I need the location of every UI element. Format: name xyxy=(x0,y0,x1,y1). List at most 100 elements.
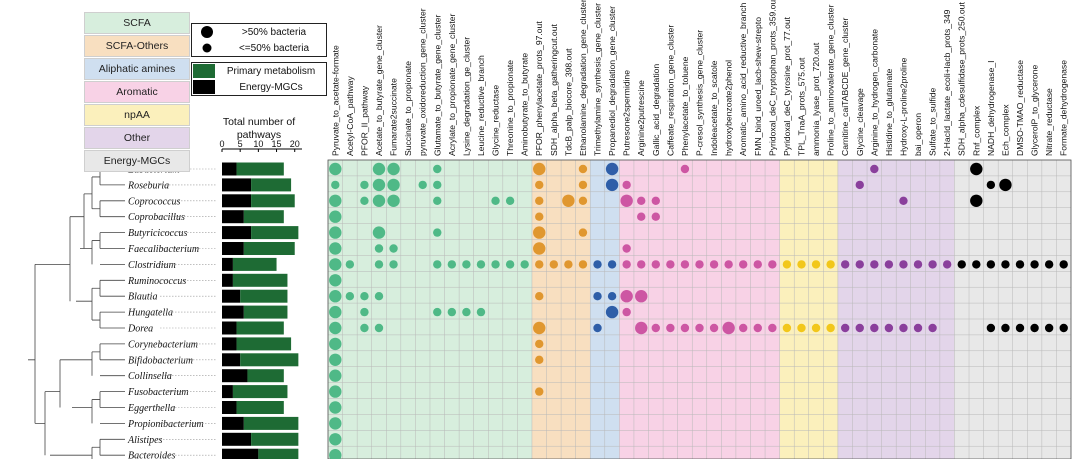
bar-segment-primary-metabolism xyxy=(247,369,284,383)
pathway-dot xyxy=(1059,323,1068,333)
pathway-dot xyxy=(605,305,619,319)
pathway-dot xyxy=(329,417,342,430)
pathway-dot xyxy=(986,260,996,269)
pathway-dot xyxy=(389,244,398,253)
pathway-label: SDH_alpha_cdesulfidase_prots_250.out xyxy=(957,2,967,156)
pathway-dot xyxy=(622,180,631,190)
pathway-label: Ech_complex xyxy=(1000,104,1010,156)
pathway-dot xyxy=(418,180,427,190)
pathway-dot xyxy=(360,292,369,301)
pathway-dot xyxy=(709,323,719,333)
pathway-dot xyxy=(533,321,546,335)
pathway-dot xyxy=(374,260,384,269)
pathway-label: Acrylate_to_propionate_gene_cluster xyxy=(447,13,457,156)
legend-energy-mgcs: Energy-MGCs xyxy=(84,150,190,172)
pathway-dot xyxy=(840,323,850,333)
pathway-dot xyxy=(899,323,908,333)
pathway-dot xyxy=(1059,260,1068,269)
pathway-dot xyxy=(505,196,515,205)
genus-label: Corynebacterium xyxy=(128,339,198,350)
bar-segment-energy-mgcs xyxy=(222,337,237,351)
bar-segment-primary-metabolism xyxy=(243,242,295,255)
genus-label: Hungatella xyxy=(127,308,173,319)
pathway-label: Ethanolamine_degradation_gene_cluster xyxy=(578,0,588,156)
bar-segment-primary-metabolism xyxy=(236,401,284,414)
tree-branch xyxy=(60,351,93,376)
pathway-dot xyxy=(372,162,386,176)
pathway-dot xyxy=(680,323,690,333)
pathway-dot xyxy=(329,433,342,446)
pathway-dot xyxy=(329,321,342,335)
pathway-dot xyxy=(972,260,981,269)
bar-segment-energy-mgcs xyxy=(222,226,252,240)
pathway-dot xyxy=(329,274,342,287)
pathway-dot xyxy=(329,369,342,382)
pathway-label: hydroxybenzoate2phenol xyxy=(724,60,734,156)
tree-branch xyxy=(92,391,101,408)
bar-segment-primary-metabolism xyxy=(258,448,299,459)
bar-x-tick-label: 15 xyxy=(272,139,282,149)
tree-branch xyxy=(92,200,101,217)
pathway-dot xyxy=(607,260,617,269)
bar-segment-energy-mgcs xyxy=(222,194,252,208)
pathway-dot xyxy=(520,260,529,269)
pathway-dot xyxy=(329,290,342,303)
pathway-dot xyxy=(533,242,546,255)
genus-label: Bifidobacterium xyxy=(128,355,193,366)
pathway-dot xyxy=(535,180,544,190)
pathway-dot xyxy=(855,180,864,190)
pathway-dot xyxy=(1044,260,1054,269)
pathway-label: Pyridoxal_deC_tyrosine_prot_77.out xyxy=(782,16,792,156)
pathway-dot xyxy=(709,260,719,269)
pathway-dot xyxy=(986,180,996,190)
pathway-dot xyxy=(505,260,515,269)
pathway-label: Proline_to_aminovalerate_gene_cluster xyxy=(826,4,836,156)
pathway-dot xyxy=(680,260,690,269)
tree-branch xyxy=(55,216,71,302)
pathway-dot xyxy=(533,226,546,239)
pathway-dot xyxy=(447,307,457,317)
pathway-dot xyxy=(329,337,342,351)
pathway-dot xyxy=(884,323,894,333)
bar-key-energy-label: Energy-MGCs xyxy=(239,81,303,93)
pathway-dot xyxy=(564,260,573,269)
bar-segment-energy-mgcs xyxy=(222,369,248,383)
pathway-label: DMSO-TMAO_reductase xyxy=(1015,60,1025,156)
genus-label: Collinsella xyxy=(128,371,172,382)
pathway-dot xyxy=(695,323,704,333)
pathway-label: P-cresol_synthesis_gene_cluster xyxy=(695,30,705,156)
bar-segment-primary-metabolism xyxy=(251,432,299,446)
dot-size-key: >50% bacteria <=50% bacteria xyxy=(191,23,327,57)
pathway-label: Caffeate_respiration_gene_cluster xyxy=(665,25,675,156)
bar-segment-energy-mgcs xyxy=(222,289,241,303)
small-dot-icon xyxy=(202,43,212,53)
energy-swatch xyxy=(193,80,215,94)
pathway-dot xyxy=(535,387,544,396)
pathway-dot xyxy=(329,210,342,223)
pathway-label: Pyruvate_to_acetate-formate xyxy=(330,45,340,156)
pathway-label: Leucine_reductive_branch xyxy=(476,55,486,156)
bar-segment-energy-mgcs xyxy=(222,257,233,271)
pathway-label: Histidine_to_glutamate xyxy=(884,68,894,156)
pathway-dot xyxy=(884,260,894,269)
pathway-dot xyxy=(826,260,835,269)
tree-branch xyxy=(50,447,93,459)
genus-label: Dorea xyxy=(127,324,153,335)
bar-segment-primary-metabolism xyxy=(236,321,284,335)
bar-segment-primary-metabolism xyxy=(251,226,299,240)
pathway-dot xyxy=(768,323,777,333)
tree-branch xyxy=(28,264,55,424)
pathway-dot xyxy=(607,292,617,301)
bar-segment-energy-mgcs xyxy=(222,162,237,176)
pathway-dot xyxy=(360,196,369,205)
tree-branch xyxy=(92,232,101,249)
bar-segment-energy-mgcs xyxy=(222,416,244,430)
pathway-dot xyxy=(782,323,792,333)
pathway-dot xyxy=(855,260,864,269)
bar-segment-energy-mgcs xyxy=(222,448,259,459)
pathway-dot-matrix: Pyruvate_to_acetate-formate Acetyl-CoA_pa… xyxy=(327,0,1072,459)
pathway-dot xyxy=(1001,260,1010,269)
pathway-dot xyxy=(329,353,342,366)
bar-segment-energy-mgcs xyxy=(222,305,244,319)
matrix-frame xyxy=(327,159,1072,459)
